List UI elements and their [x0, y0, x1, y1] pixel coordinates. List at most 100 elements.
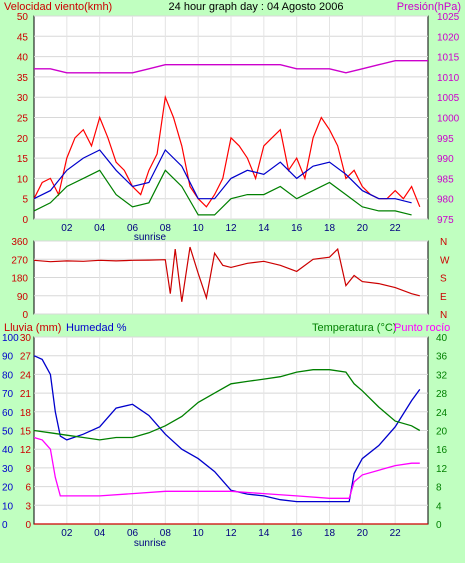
- wind-x-tick-label: 20: [357, 223, 369, 234]
- humidity-axis-title: Humedad %: [66, 322, 127, 334]
- wind-y-tick-label: 10: [17, 174, 29, 185]
- climate-x-tick-label: 22: [390, 528, 402, 539]
- climate-x-tick-label: 04: [94, 528, 106, 539]
- humidity-y-tick-label: 0: [2, 520, 8, 531]
- wind-x-tick-label: 14: [258, 223, 270, 234]
- climate-x-tick-label: 06: [127, 528, 139, 539]
- wind-y-tick-label: 0: [22, 215, 28, 226]
- humidity-y-tick-label: 90: [2, 352, 14, 363]
- rain-y-tick-label: 18: [20, 408, 32, 419]
- humidity-y-tick-label: 30: [2, 464, 14, 475]
- pressure-y-tick-label: 985: [437, 174, 454, 185]
- wind-y-tick-label: 25: [17, 114, 29, 125]
- humidity-y-tick-label: 10: [2, 501, 14, 512]
- wind-y-tick-label: 50: [17, 12, 29, 23]
- wind-y-tick-label: 20: [17, 134, 29, 145]
- pressure-y-tick-label: 1005: [437, 93, 460, 104]
- climate-x-tick-label: 16: [291, 528, 303, 539]
- temperature-line: [33, 369, 421, 441]
- climate-x-tick-label: 20: [357, 528, 369, 539]
- wind-speed-line: [33, 94, 421, 208]
- direction-y-tick-label: 360: [11, 237, 28, 248]
- direction-y-tick-label: 270: [11, 255, 28, 266]
- direction-compass-label: S: [440, 274, 447, 285]
- wind-x-tick-label: 04: [94, 223, 106, 234]
- humidity-y-tick-label: 80: [2, 370, 14, 381]
- climate-x-tick-label: 18: [324, 528, 336, 539]
- rain-y-tick-label: 12: [20, 445, 32, 456]
- wind-x-tick-label: 10: [193, 223, 205, 234]
- humidity-y-tick-label: 100: [2, 333, 19, 344]
- wind-x-tick-label: 22: [390, 223, 402, 234]
- rain-y-tick-label: 3: [25, 501, 31, 512]
- temperature-y-tick-label: 40: [436, 333, 448, 344]
- temperature-y-tick-label: 28: [436, 389, 448, 400]
- direction-y-tick-label: 0: [22, 310, 28, 321]
- humidity-y-tick-label: 70: [2, 389, 14, 400]
- wind-y-tick-label: 45: [17, 32, 29, 43]
- pressure-y-tick-label: 980: [437, 195, 454, 206]
- wind-x-tick-label: 08: [160, 223, 172, 234]
- chart-title: 24 hour graph day : 04 Agosto 2006: [169, 1, 344, 13]
- rain-y-tick-label: 6: [25, 483, 31, 494]
- humidity-y-tick-label: 60: [2, 408, 14, 419]
- wind-y-tick-label: 35: [17, 73, 29, 84]
- direction-compass-label: E: [440, 292, 447, 303]
- pressure-y-tick-label: 975: [437, 215, 454, 226]
- direction-compass-label: N: [440, 310, 447, 321]
- dewpoint-axis-title: Punto rocío: [394, 322, 450, 334]
- temperature-y-tick-label: 32: [436, 370, 448, 381]
- dewpoint-line: [33, 436, 420, 499]
- climate-x-tick-label: 14: [258, 528, 270, 539]
- wind-y-tick-label: 30: [17, 93, 29, 104]
- temperature-y-tick-label: 8: [436, 483, 442, 494]
- temperature-y-tick-label: 16: [436, 445, 448, 456]
- pressure-y-tick-label: 1000: [437, 114, 460, 125]
- rain-y-tick-label: 24: [20, 370, 32, 381]
- climate-x-tick-label: 08: [160, 528, 172, 539]
- wind-x-tick-label: 16: [291, 223, 303, 234]
- pressure-y-tick-label: 1010: [437, 73, 460, 84]
- wind-y-tick-label: 15: [17, 154, 29, 165]
- rain-y-tick-label: 15: [20, 427, 32, 438]
- direction-compass-label: N: [440, 237, 447, 248]
- wind-average-line: [33, 148, 412, 204]
- rain-y-tick-label: 27: [20, 352, 32, 363]
- sunrise-label-top: sunrise: [134, 232, 167, 243]
- direction-compass-label: W: [440, 255, 450, 266]
- wind-speed-axis-title: Velocidad viento(kmh): [4, 1, 112, 13]
- wind-y-tick-label: 40: [17, 53, 29, 64]
- pressure-axis-title: Presión(hPa): [397, 1, 461, 13]
- temperature-y-tick-label: 4: [436, 501, 442, 512]
- temperature-y-tick-label: 20: [436, 427, 448, 438]
- temperature-axis-title: Temperatura (°C): [312, 322, 396, 334]
- rain-y-tick-label: 30: [20, 333, 32, 344]
- temperature-y-tick-label: 12: [436, 464, 448, 475]
- wind-x-tick-label: 18: [324, 223, 336, 234]
- humidity-line: [33, 355, 421, 503]
- humidity-y-tick-label: 20: [2, 483, 14, 494]
- direction-y-tick-label: 90: [17, 292, 29, 303]
- rain-y-tick-label: 21: [20, 389, 32, 400]
- wind-minimum-line: [33, 169, 412, 216]
- pressure-line: [34, 60, 428, 74]
- climate-x-tick-label: 12: [225, 528, 237, 539]
- sunrise-label-bottom: sunrise: [134, 538, 167, 549]
- rain-axis-title: Lluvia (mm): [4, 322, 61, 334]
- pressure-y-tick-label: 1025: [437, 12, 460, 23]
- pressure-y-tick-label: 1015: [437, 53, 460, 64]
- wind-x-tick-label: 06: [127, 223, 139, 234]
- climate-x-tick-label: 10: [193, 528, 205, 539]
- temperature-y-tick-label: 24: [436, 408, 448, 419]
- temperature-y-tick-label: 36: [436, 352, 448, 363]
- pressure-y-tick-label: 1020: [437, 32, 460, 43]
- humidity-y-tick-label: 40: [2, 445, 14, 456]
- rain-y-tick-label: 0: [25, 520, 31, 531]
- pressure-y-tick-label: 990: [437, 154, 454, 165]
- wind-x-tick-label: 02: [61, 223, 73, 234]
- wind-y-tick-label: 5: [22, 195, 28, 206]
- direction-y-tick-label: 180: [11, 274, 28, 285]
- pressure-y-tick-label: 995: [437, 134, 454, 145]
